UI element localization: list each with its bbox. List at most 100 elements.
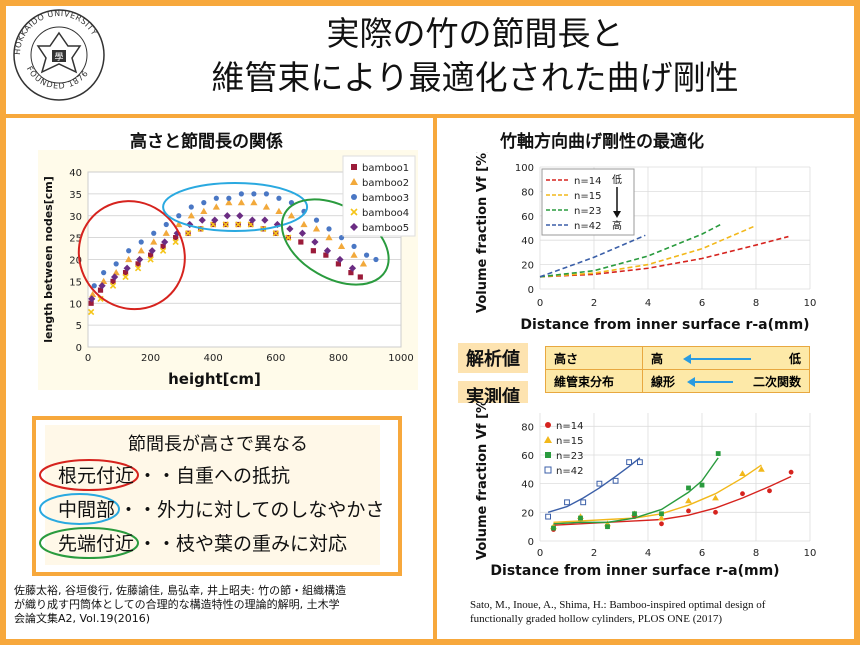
data-point	[109, 282, 117, 289]
data-point	[176, 213, 182, 219]
data-point	[739, 470, 746, 477]
y-tick-label: 40	[69, 168, 82, 179]
x-axis-label: Distance from inner surface r-a(mm)	[490, 563, 779, 579]
comparison-table: 高さ 高 低 維管束分布 線形 二次関数	[545, 346, 810, 393]
data-point	[110, 278, 116, 284]
summary-label: 根元付近	[58, 465, 134, 487]
y-tick-label: 0	[76, 343, 82, 354]
legend: bamboo1 bamboo2 bamboo3 bamboo4 bamboo5	[342, 155, 416, 237]
table-cell-left: 線形	[651, 374, 676, 389]
data-point	[159, 247, 167, 254]
data-point	[357, 274, 363, 280]
x-tick-label: 8	[753, 548, 759, 559]
right-ref-line-2: functionally graded hollow cylinders, PL…	[470, 613, 723, 625]
x-tick-label: 400	[204, 353, 223, 364]
x-tick-label: 4	[645, 548, 651, 559]
y-tick-label: 80	[521, 422, 534, 433]
summary-text: ・・枝や葉の重みに対応	[138, 533, 347, 555]
legend: n=14 n=15 n=23 n=42	[544, 421, 583, 477]
data-point	[135, 261, 141, 267]
data-point	[188, 204, 194, 210]
data-point	[578, 515, 583, 521]
data-point	[251, 191, 257, 197]
x-axis-label: height[cm]	[168, 370, 261, 388]
legend-label: n=15	[556, 436, 583, 447]
data-point	[272, 230, 279, 237]
data-point	[580, 499, 587, 506]
legend-label: n=42	[556, 466, 583, 477]
data-point	[686, 508, 691, 514]
data-point	[161, 238, 169, 246]
data-point	[275, 207, 283, 214]
legend-label: n=14	[574, 176, 601, 187]
title-line-1: 実際の竹の節間長と	[326, 14, 624, 53]
data-point	[148, 247, 156, 255]
data-point	[310, 248, 316, 254]
fit-line	[553, 475, 792, 526]
title-band	[6, 6, 854, 118]
y-tick-label: 20	[69, 256, 82, 267]
data-point	[323, 252, 329, 258]
page-title: 実際の竹の節間長と 維管束により最適化された曲げ剛性	[110, 12, 840, 100]
x-tick-label: 10	[804, 298, 817, 309]
left-ref-line-2: が織り成す円筒体としての合理的な構造特性の理論的解明, 土木学	[14, 598, 340, 611]
data-point	[373, 256, 379, 263]
data-point	[740, 491, 745, 497]
data-point	[237, 199, 245, 206]
data-point	[658, 514, 665, 521]
x-tick-label: 2	[591, 298, 597, 309]
data-point	[138, 239, 144, 245]
y-tick-label: 20	[521, 261, 534, 272]
data-point	[236, 212, 244, 220]
legend-marker	[350, 208, 358, 216]
data-point	[89, 290, 97, 298]
y-tick-label: 100	[515, 163, 534, 174]
data-point	[712, 494, 719, 501]
arrow-left-icon	[687, 377, 733, 387]
series-line	[539, 223, 722, 278]
data-point	[298, 229, 307, 237]
x-tick-label: 6	[699, 298, 705, 309]
data-point	[313, 217, 320, 223]
data-point	[172, 238, 179, 246]
data-point	[225, 199, 233, 206]
data-point	[97, 287, 104, 293]
legend-label: bamboo4	[362, 208, 409, 219]
label-ellipse	[39, 493, 120, 525]
legend-label: bamboo1	[362, 163, 409, 174]
x-tick-label: 200	[141, 353, 160, 364]
series-line	[539, 224, 757, 278]
data-point	[359, 260, 368, 267]
legend-label: n=23	[556, 451, 583, 462]
legend-marker	[545, 422, 551, 428]
table-row: 高さ 高 低	[545, 346, 810, 370]
table-cell: 高さ	[545, 346, 643, 370]
table-cell: 線形 二次関数	[642, 369, 810, 393]
data-point	[337, 242, 346, 249]
data-point	[184, 230, 192, 237]
data-point	[163, 221, 169, 228]
data-point	[223, 212, 231, 220]
y-tick-label: 60	[521, 451, 534, 462]
data-point	[238, 191, 244, 197]
y-tick-label: 20	[521, 508, 534, 519]
data-point	[325, 234, 333, 241]
legend-marker	[351, 164, 357, 170]
data-point	[637, 459, 643, 466]
y-axis-label: Volume fraction Vf [%]	[475, 152, 490, 313]
label-ellipse	[39, 527, 139, 559]
data-point	[685, 497, 692, 504]
data-point	[348, 270, 354, 276]
data-point	[659, 521, 664, 527]
summary-text: ・・自重への抵抗	[138, 465, 290, 487]
data-point	[788, 469, 794, 475]
data-point	[758, 465, 765, 472]
column-divider	[433, 114, 437, 639]
x-tick-label: 2	[591, 548, 597, 559]
x-tick-label: 0	[85, 353, 91, 364]
data-point	[187, 212, 195, 219]
series-line	[539, 234, 646, 278]
data-point	[312, 225, 321, 232]
legend-marker	[544, 466, 552, 474]
